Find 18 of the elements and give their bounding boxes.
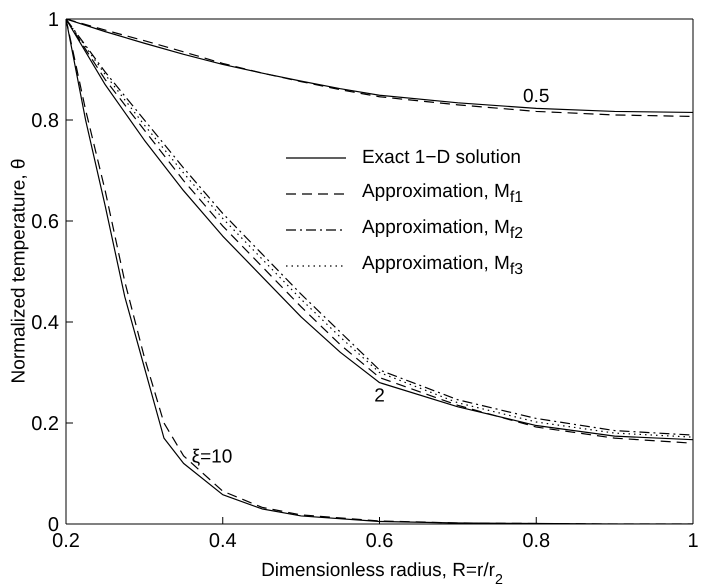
annotation: ξ=10 — [192, 446, 232, 468]
x-tick-label: 0.6 — [366, 530, 394, 552]
y-axis-title: Normalized temperature, θ — [8, 158, 30, 384]
x-tick-label: 0.8 — [522, 530, 550, 552]
x-axis-title: Dimensionless radius, R=r/r$_{2}$ — [261, 560, 503, 586]
annotation: 0.5 — [523, 86, 550, 107]
legend-label: Approximation, M$_{f1}$ — [362, 181, 524, 207]
legend-label: Approximation, M$_{f3}$ — [362, 253, 524, 279]
y-tick-label: 1 — [48, 9, 59, 32]
annotation: 2 — [374, 386, 385, 407]
y-tick-label: 0.8 — [31, 110, 59, 132]
legend-label: Approximation, M$_{f2}$ — [362, 217, 524, 243]
x-tick-label: 0.4 — [208, 530, 237, 552]
y-tick-label: 0.4 — [31, 312, 59, 334]
legend-label: Exact 1−D solution — [362, 147, 521, 169]
y-tick-label: 0.2 — [31, 413, 59, 436]
x-tick-label: 1 — [687, 530, 699, 552]
y-tick-label: 0.6 — [31, 211, 59, 234]
